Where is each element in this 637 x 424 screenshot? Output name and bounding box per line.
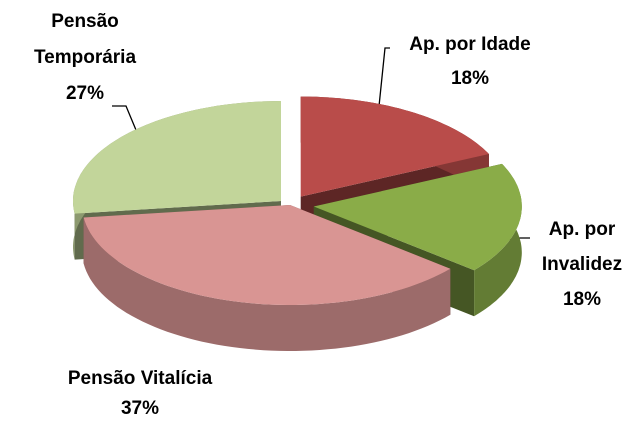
category-label: Ap. por Invalidez <box>541 219 623 275</box>
value-label: 37% <box>120 398 160 419</box>
slice-wall <box>83 217 451 351</box>
slice-top <box>300 96 489 197</box>
value-label: 18% <box>450 68 490 89</box>
slice-label: Pensão Vitalícia 37% <box>15 364 265 424</box>
category-label: Pensão Temporária <box>33 11 137 68</box>
slice-label: Ap. por Idade 18% <box>370 28 570 96</box>
leader-line <box>377 47 390 117</box>
value-label: 18% <box>562 289 602 310</box>
value-label: 27% <box>65 83 105 104</box>
slice-top <box>313 163 522 271</box>
category-label: Ap. por Idade <box>409 34 531 55</box>
slice-top <box>83 205 451 305</box>
slice-label: Pensão Temporária 27% <box>12 4 158 112</box>
category-label: Pensão Vitalícia <box>67 368 213 389</box>
leader-line <box>112 105 137 131</box>
slice <box>83 205 451 351</box>
slice-label: Ap. por Invalidez 18% <box>528 212 636 317</box>
slice-top <box>73 101 281 214</box>
